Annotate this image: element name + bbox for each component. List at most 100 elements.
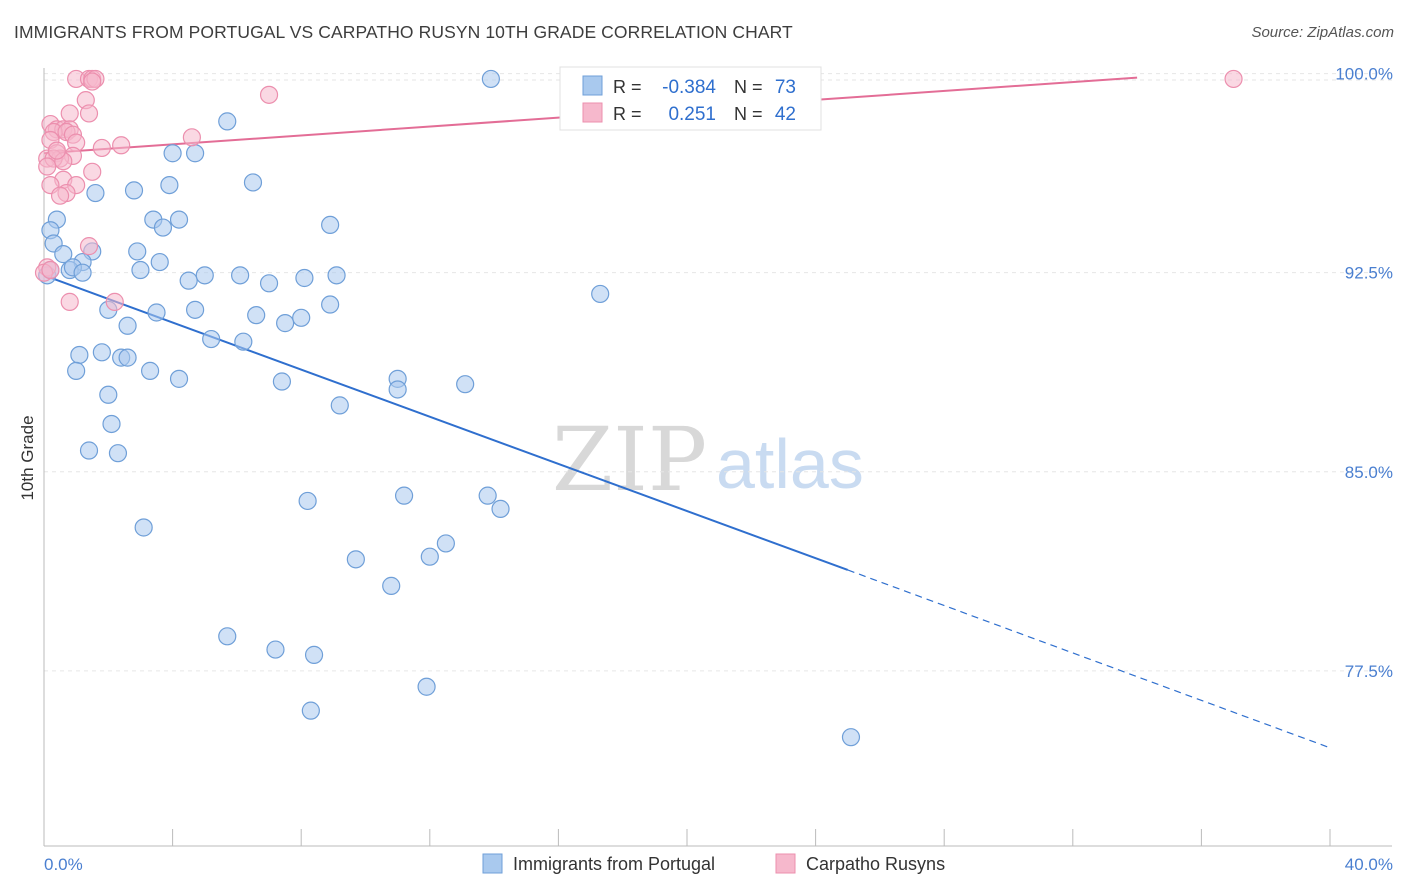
data-point-portugal	[118, 348, 137, 367]
data-point-portugal	[86, 183, 105, 203]
data-point-portugal	[73, 263, 92, 282]
data-point-carpatho	[38, 157, 57, 176]
data-point-portugal	[436, 534, 455, 553]
data-point-portugal	[131, 260, 150, 280]
data-point-portugal	[247, 306, 266, 325]
data-point-portugal	[330, 396, 349, 415]
data-point-portugal	[266, 640, 285, 659]
data-point-carpatho	[83, 162, 102, 181]
y-tick-label: 85.0%	[1345, 463, 1393, 482]
data-point-portugal	[140, 361, 160, 380]
data-point-carpatho	[92, 138, 111, 158]
data-point-portugal	[456, 375, 475, 394]
series-legend: Immigrants from Portugal Carpatho Rusyns	[482, 853, 945, 874]
axes	[43, 68, 1392, 847]
trendline-portugal	[43, 274, 849, 571]
data-point-portugal	[179, 271, 198, 290]
data-point-carpatho	[60, 292, 79, 311]
data-point-portugal	[841, 728, 861, 747]
data-point-portugal	[301, 701, 320, 720]
trendline-portugal-extrapolated	[847, 569, 1331, 749]
stats-r-value-1: -0.384	[662, 77, 716, 98]
data-point-portugal	[54, 245, 73, 264]
data-point-portugal	[491, 499, 510, 519]
data-point-carpatho	[50, 186, 70, 205]
data-point-portugal	[124, 181, 144, 200]
data-point-portugal	[134, 518, 153, 537]
legend-label-carpatho: Carpatho Rusyns	[806, 854, 945, 874]
data-point-carpatho	[105, 292, 124, 311]
stats-legend-swatch-pink	[582, 102, 603, 123]
data-point-portugal	[150, 252, 169, 272]
legend-label-portugal: Immigrants from Portugal	[513, 854, 715, 874]
data-point-carpatho	[47, 141, 66, 160]
data-point-carpatho	[79, 237, 99, 256]
data-point-portugal	[186, 300, 205, 319]
data-point-portugal	[388, 380, 407, 399]
x-tick-label-max: 40.0%	[1345, 855, 1393, 874]
data-point-portugal	[327, 266, 346, 285]
data-point-carpatho	[60, 104, 79, 123]
data-point-portugal	[481, 69, 500, 89]
legend-swatch-carpatho	[775, 853, 796, 874]
data-point-portugal	[298, 491, 317, 511]
data-point-portugal	[128, 242, 147, 261]
data-point-portugal	[231, 266, 250, 285]
data-point-portugal	[99, 385, 118, 404]
data-point-carpatho	[83, 72, 102, 91]
stats-n-value-2: 42	[775, 104, 796, 125]
x-tick-labels: 0.0% 40.0%	[44, 855, 1393, 874]
watermark: ZIP atlas	[552, 408, 864, 511]
data-point-portugal	[394, 486, 414, 505]
stats-r-label-2: R =	[613, 104, 642, 124]
data-point-portugal	[346, 550, 365, 569]
stats-r-label-1: R =	[613, 77, 642, 97]
stats-legend-swatch-blue	[582, 75, 603, 96]
data-point-portugal	[108, 444, 128, 463]
data-point-portugal	[321, 215, 340, 235]
data-point-portugal	[195, 266, 214, 285]
data-point-portugal	[218, 112, 237, 131]
stats-n-value-1: 73	[775, 77, 796, 98]
data-point-portugal	[234, 332, 253, 351]
data-point-portugal	[67, 361, 86, 380]
chart-title: IMMIGRANTS FROM PORTUGAL VS CARPATHO RUS…	[14, 22, 793, 42]
data-point-portugal	[160, 175, 179, 195]
stats-r-value-2: 0.251	[668, 104, 716, 125]
data-point-portugal	[102, 414, 121, 434]
data-point-portugal	[276, 314, 295, 333]
data-point-carpatho	[259, 85, 279, 104]
legend-swatch-portugal	[482, 853, 503, 874]
data-point-portugal	[153, 218, 173, 237]
data-point-carpatho	[1224, 69, 1243, 89]
data-point-portugal	[420, 547, 439, 566]
data-point-portugal	[118, 316, 137, 335]
chart-source: Source: ZipAtlas.com	[1251, 24, 1394, 41]
y-tick-label: 100.0%	[1335, 65, 1393, 84]
data-point-portugal	[295, 268, 314, 288]
series-carpatho-rusyns	[34, 69, 1243, 311]
y-tick-labels: 77.5% 85.0% 92.5% 100.0%	[1335, 65, 1393, 681]
data-point-portugal	[186, 144, 205, 163]
data-point-portugal	[259, 274, 279, 293]
y-tick-label: 92.5%	[1345, 264, 1393, 283]
data-point-portugal	[169, 210, 189, 229]
grid-lines	[44, 73, 1392, 672]
y-axis-label: 10th Grade	[18, 415, 37, 500]
data-point-portugal	[147, 303, 166, 322]
watermark-atlas: atlas	[716, 425, 864, 503]
data-point-portugal	[79, 441, 99, 460]
stats-n-label-1: N =	[734, 77, 763, 97]
data-point-portugal	[163, 144, 182, 163]
data-point-portugal	[272, 372, 292, 391]
data-point-carpatho	[79, 104, 99, 123]
watermark-zip: ZIP	[552, 408, 707, 511]
stats-legend: R = -0.384 N = 73 R = 0.251 N = 42	[559, 66, 822, 131]
data-point-portugal	[243, 173, 263, 192]
data-point-portugal	[304, 645, 324, 664]
data-point-portugal	[218, 627, 237, 646]
stats-n-label-2: N =	[734, 104, 763, 124]
data-point-portugal	[382, 576, 401, 595]
y-tick-label: 77.5%	[1345, 662, 1393, 681]
